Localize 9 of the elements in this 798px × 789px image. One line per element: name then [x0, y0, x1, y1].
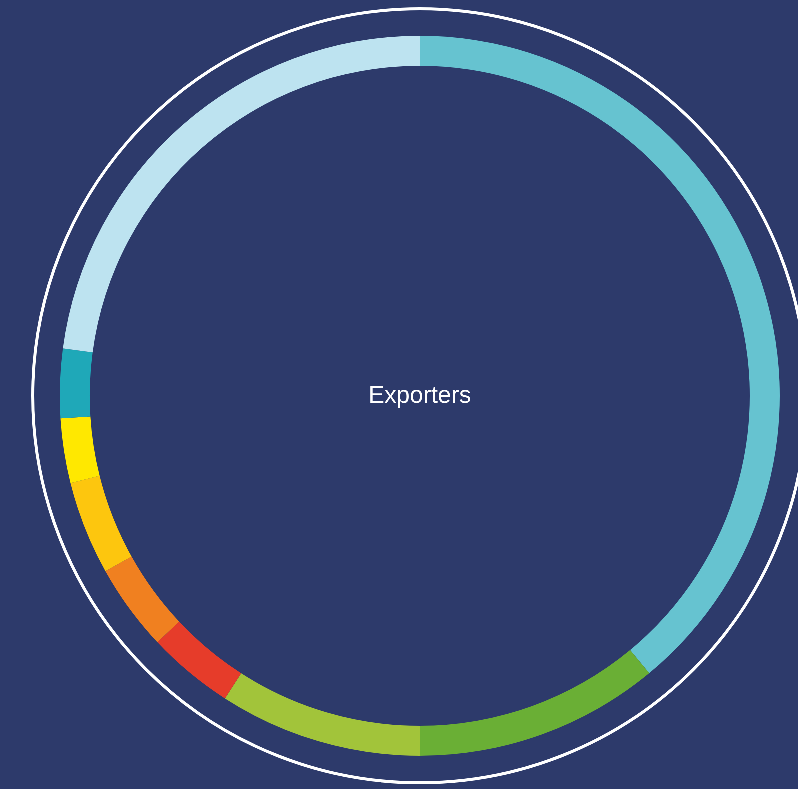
- donut-slice: [70, 476, 132, 572]
- donut-slice: [60, 416, 100, 484]
- text: Exporters: [368, 382, 472, 409]
- donut-slice: [225, 674, 420, 756]
- donut-slice: [106, 556, 180, 642]
- donut-slice: [158, 622, 242, 699]
- donut-slice: [420, 650, 650, 756]
- donut-slice: [60, 348, 93, 419]
- donut-slice: [63, 36, 420, 353]
